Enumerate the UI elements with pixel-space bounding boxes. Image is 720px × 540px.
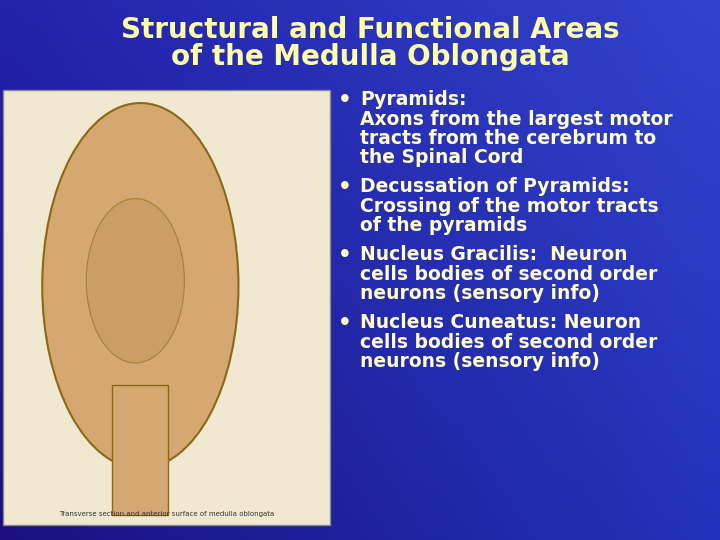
Text: cells bodies of second order: cells bodies of second order [360, 333, 657, 352]
Text: Axons from the largest motor: Axons from the largest motor [360, 110, 672, 129]
Text: Structural and Functional Areas: Structural and Functional Areas [121, 16, 619, 44]
Text: Transverse section and anterior surface of medulla oblongata: Transverse section and anterior surface … [59, 511, 274, 517]
Text: Nucleus Cuneatus: Neuron: Nucleus Cuneatus: Neuron [360, 313, 641, 332]
Text: Decussation of Pyramids:: Decussation of Pyramids: [360, 177, 629, 196]
Text: cells bodies of second order: cells bodies of second order [360, 265, 657, 284]
Text: tracts from the cerebrum to: tracts from the cerebrum to [360, 129, 656, 148]
Text: •: • [338, 90, 352, 110]
Ellipse shape [42, 103, 238, 468]
Text: neurons (sensory info): neurons (sensory info) [360, 284, 600, 303]
Bar [112, 384, 168, 515]
Text: Pyramids:: Pyramids: [360, 90, 467, 109]
Text: of the pyramids: of the pyramids [360, 216, 527, 235]
Text: •: • [338, 245, 352, 265]
Ellipse shape [86, 199, 184, 363]
Bar [3, 90, 330, 525]
Text: of the Medulla Oblongata: of the Medulla Oblongata [171, 43, 570, 71]
Text: •: • [338, 177, 352, 197]
Text: neurons (sensory info): neurons (sensory info) [360, 352, 600, 371]
Text: Nucleus Gracilis:  Neuron: Nucleus Gracilis: Neuron [360, 245, 628, 264]
Text: the Spinal Cord: the Spinal Cord [360, 148, 523, 167]
Text: Crossing of the motor tracts: Crossing of the motor tracts [360, 197, 659, 216]
Text: •: • [338, 313, 352, 333]
